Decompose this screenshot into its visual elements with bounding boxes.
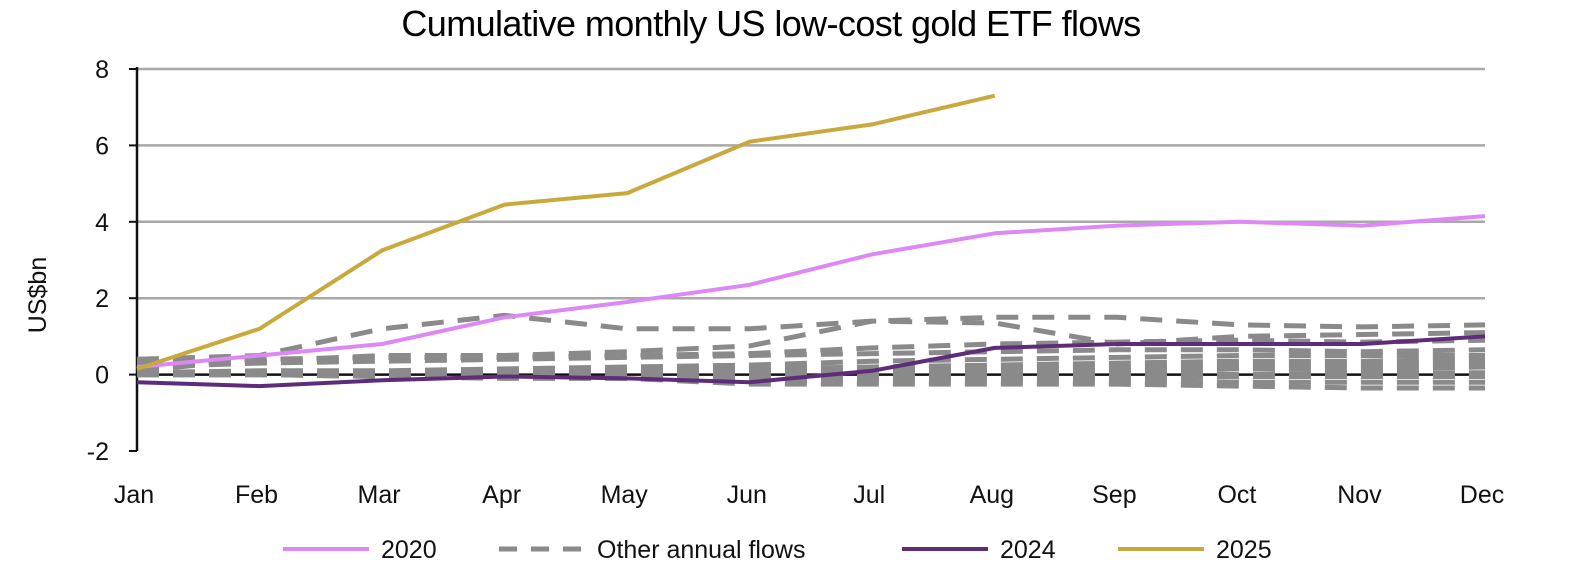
legend-label: 2024 <box>1000 536 1056 564</box>
y-tick-label: 6 <box>95 132 109 160</box>
series-line-other-annual-flows <box>136 337 1486 374</box>
legend-label: 2025 <box>1216 536 1272 564</box>
series-line-other-annual-flows <box>137 360 1486 378</box>
legend: 2020 Other annual flows 2024 2025 <box>283 536 1272 564</box>
legend-label: Other annual flows <box>597 536 805 564</box>
series-lines <box>136 93 1486 391</box>
y-axis-label: US$bn <box>24 257 52 333</box>
x-tick-label-apr: Apr <box>482 481 521 509</box>
x-tick-label-mar: Mar <box>358 481 401 509</box>
y-tick-label: 4 <box>95 209 109 237</box>
series-line-2025 <box>136 93 996 371</box>
y-tick-label: 0 <box>95 362 109 390</box>
legend-item-2024: 2024 <box>902 536 1056 564</box>
series-line-2024 <box>136 334 1486 389</box>
series-line-2020 <box>136 214 1486 369</box>
x-tick-label-feb: Feb <box>235 481 278 509</box>
chart-title: Cumulative monthly US low-cost gold ETF … <box>401 3 1140 44</box>
series-line-other-annual-flows <box>136 347 1486 370</box>
x-tick-label-nov: Nov <box>1337 481 1382 509</box>
series-line-other-annual-flows <box>136 353 1485 376</box>
x-tick-label-sep: Sep <box>1092 481 1136 509</box>
y-tick-label: 2 <box>95 285 109 313</box>
y-tick-label: -2 <box>87 438 109 466</box>
y-tick-label: 8 <box>95 56 109 84</box>
series-line-other-annual-flows <box>136 312 1486 362</box>
x-tick-label-aug: Aug <box>970 481 1014 509</box>
x-tick-label-jan: Jan <box>114 481 154 509</box>
legend-item-2025: 2025 <box>1118 536 1272 564</box>
gridlines <box>137 67 1485 300</box>
x-tick-label-dec: Dec <box>1460 481 1504 509</box>
legend-label: 2020 <box>381 536 437 564</box>
x-tick-label-may: May <box>601 481 649 509</box>
series-line-other-annual-flows <box>136 356 1486 378</box>
series-line-other-annual-flows <box>137 372 1485 391</box>
x-tick-label-jun: Jun <box>727 481 767 509</box>
legend-item-2020: 2020 <box>283 536 437 564</box>
legend-item-other-annual-flows: Other annual flows <box>499 536 805 564</box>
x-tick-label-jul: Jul <box>853 481 885 509</box>
x-tick-label-oct: Oct <box>1217 481 1256 509</box>
